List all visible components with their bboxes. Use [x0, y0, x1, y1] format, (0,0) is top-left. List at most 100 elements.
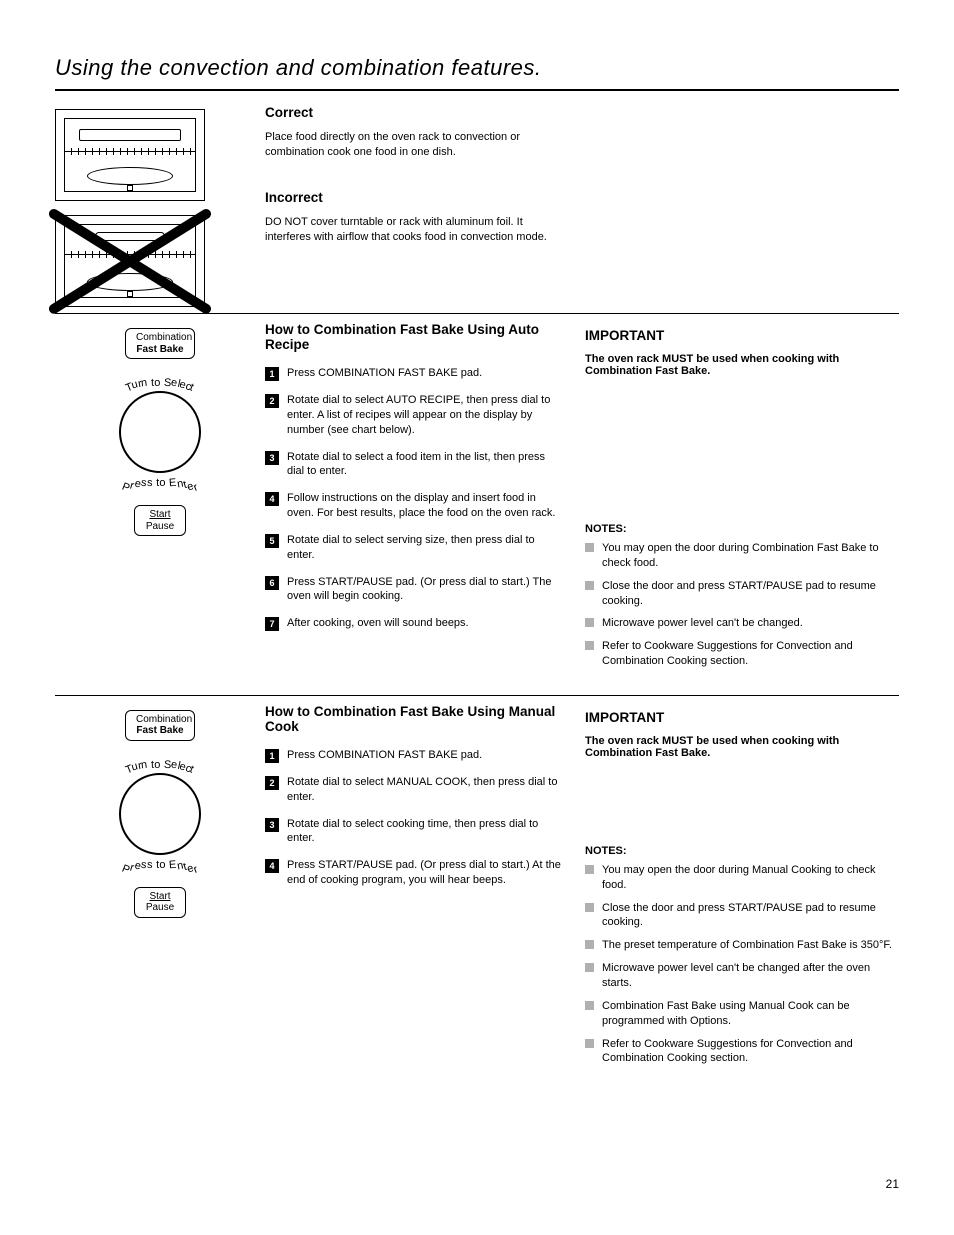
- selector-dial[interactable]: Turn to Select Press to Enter: [105, 373, 215, 491]
- step-row: 3 Rotate dial to select a food item in th…: [265, 450, 565, 480]
- combination-fast-bake-button[interactable]: Combination Fast Bake: [125, 328, 195, 359]
- step-row: 4 Follow instructions on the display and …: [265, 491, 565, 521]
- dial-circle-icon: [119, 773, 201, 855]
- step-text: Press COMBINATION FAST BAKE pad.: [287, 366, 482, 381]
- start-label-1: Start: [149, 509, 170, 520]
- notes-heading: NOTES:: [585, 845, 899, 857]
- note-row: Close the door and press START/PAUSE pad…: [585, 579, 899, 609]
- step-num-icon: 4: [265, 859, 279, 873]
- important-heading: IMPORTANT: [585, 710, 899, 725]
- step-text: Rotate dial to select a food item in the…: [287, 450, 565, 480]
- step-text: Follow instructions on the display and i…: [287, 491, 565, 521]
- section-diagrams: Correct Place food directly on the oven …: [55, 91, 899, 313]
- important-heading: IMPORTANT: [585, 328, 899, 343]
- note-text: Microwave power level can't be changed.: [602, 616, 803, 631]
- section-manual-cook: Combination Fast Bake Turn to Select Pre…: [55, 696, 899, 1074]
- note-text: Refer to Cookware Suggestions for Convec…: [602, 639, 899, 669]
- step-text: Rotate dial to select AUTO RECIPE, then …: [287, 393, 565, 438]
- step-text: Rotate dial to select MANUAL COOK, then …: [287, 775, 565, 805]
- step-num-icon: 2: [265, 394, 279, 408]
- incorrect-body: DO NOT cover turntable or rack with alum…: [265, 215, 565, 245]
- combo-label-2: Fast Bake: [136, 725, 183, 736]
- bullet-icon: [585, 865, 594, 874]
- correct-body: Place food directly on the oven rack to …: [265, 130, 565, 160]
- start-pause-button[interactable]: Start Pause: [134, 887, 186, 918]
- bullet-icon: [585, 1039, 594, 1048]
- start-label-1: Start: [149, 891, 170, 902]
- note-row: Microwave power level can't be changed.: [585, 616, 899, 631]
- step-text: Rotate dial to select cooking time, then…: [287, 817, 565, 847]
- page-title: Using the convection and combination fea…: [55, 55, 899, 81]
- note-row: Refer to Cookware Suggestions for Convec…: [585, 1037, 899, 1067]
- step-row: 2 Rotate dial to select AUTO RECIPE, then…: [265, 393, 565, 438]
- bullet-icon: [585, 543, 594, 552]
- bullet-icon: [585, 963, 594, 972]
- step-text: Press START/PAUSE pad. (Or press dial to…: [287, 575, 565, 605]
- step-num-icon: 4: [265, 492, 279, 506]
- note-text: You may open the door during Combination…: [602, 541, 899, 571]
- note-row: Combination Fast Bake using Manual Cook …: [585, 999, 899, 1029]
- manual-cook-heading: How to Combination Fast Bake Using Manua…: [265, 704, 565, 734]
- note-text: Close the door and press START/PAUSE pad…: [602, 901, 899, 931]
- step-num-icon: 6: [265, 576, 279, 590]
- step-row: 1 Press COMBINATION FAST BAKE pad.: [265, 748, 565, 763]
- important-sub: The oven rack MUST be used when cooking …: [585, 735, 899, 759]
- step-text: Press COMBINATION FAST BAKE pad.: [287, 748, 482, 763]
- note-row: Microwave power level can't be changed a…: [585, 961, 899, 991]
- step-row: 2 Rotate dial to select MANUAL COOK, then…: [265, 775, 565, 805]
- section-auto-recipe: Combination Fast Bake Turn to Select Pre…: [55, 314, 899, 695]
- dial-bottom-label: Press to Enter: [124, 859, 197, 871]
- step-row: 7 After cooking, oven will sound beeps.: [265, 616, 565, 631]
- step-row: 6 Press START/PAUSE pad. (Or press dial t…: [265, 575, 565, 605]
- bullet-icon: [585, 940, 594, 949]
- step-text: Press START/PAUSE pad. (Or press dial to…: [287, 858, 565, 888]
- note-text: Refer to Cookware Suggestions for Convec…: [602, 1037, 899, 1067]
- step-num-icon: 3: [265, 818, 279, 832]
- start-label-2: Pause: [146, 902, 174, 913]
- bullet-icon: [585, 641, 594, 650]
- step-num-icon: 5: [265, 534, 279, 548]
- selector-dial[interactable]: Turn to Select Press to Enter: [105, 755, 215, 873]
- combo-label-2: Fast Bake: [136, 344, 183, 355]
- step-num-icon: 1: [265, 749, 279, 763]
- note-text: Combination Fast Bake using Manual Cook …: [602, 999, 899, 1029]
- combo-label-1: Combination: [136, 332, 192, 343]
- step-row: 4 Press START/PAUSE pad. (Or press dial t…: [265, 858, 565, 888]
- step-row: 3 Rotate dial to select cooking time, the…: [265, 817, 565, 847]
- dial-circle-icon: [119, 391, 201, 473]
- note-text: The preset temperature of Combination Fa…: [602, 938, 892, 953]
- combination-fast-bake-button[interactable]: Combination Fast Bake: [125, 710, 195, 741]
- auto-recipe-heading: How to Combination Fast Bake Using Auto …: [265, 322, 565, 352]
- note-row: You may open the door during Combination…: [585, 541, 899, 571]
- oven-diagram-incorrect: [55, 215, 205, 307]
- step-num-icon: 1: [265, 367, 279, 381]
- note-row: The preset temperature of Combination Fa…: [585, 938, 899, 953]
- step-num-icon: 3: [265, 451, 279, 465]
- step-row: 1 Press COMBINATION FAST BAKE pad.: [265, 366, 565, 381]
- note-text: Close the door and press START/PAUSE pad…: [602, 579, 899, 609]
- page-number: 21: [886, 1177, 899, 1191]
- dial-bottom-label: Press to Enter: [124, 477, 197, 489]
- start-pause-button[interactable]: Start Pause: [134, 505, 186, 536]
- notes-heading: NOTES:: [585, 523, 899, 535]
- bullet-icon: [585, 903, 594, 912]
- note-text: You may open the door during Manual Cook…: [602, 863, 899, 893]
- step-text: Rotate dial to select serving size, then…: [287, 533, 565, 563]
- correct-heading: Correct: [265, 105, 565, 120]
- bullet-icon: [585, 618, 594, 627]
- step-num-icon: 2: [265, 776, 279, 790]
- dial-top-label: Turn to Select: [124, 377, 195, 389]
- note-row: You may open the door during Manual Cook…: [585, 863, 899, 893]
- incorrect-heading: Incorrect: [265, 190, 565, 205]
- important-sub: The oven rack MUST be used when cooking …: [585, 353, 899, 377]
- step-num-icon: 7: [265, 617, 279, 631]
- note-row: Refer to Cookware Suggestions for Convec…: [585, 639, 899, 669]
- bullet-icon: [585, 1001, 594, 1010]
- start-label-2: Pause: [146, 521, 174, 532]
- note-row: Close the door and press START/PAUSE pad…: [585, 901, 899, 931]
- bullet-icon: [585, 581, 594, 590]
- dial-top-label: Turn to Select: [124, 759, 195, 771]
- note-text: Microwave power level can't be changed a…: [602, 961, 899, 991]
- step-text: After cooking, oven will sound beeps.: [287, 616, 469, 631]
- combo-label-1: Combination: [136, 714, 192, 725]
